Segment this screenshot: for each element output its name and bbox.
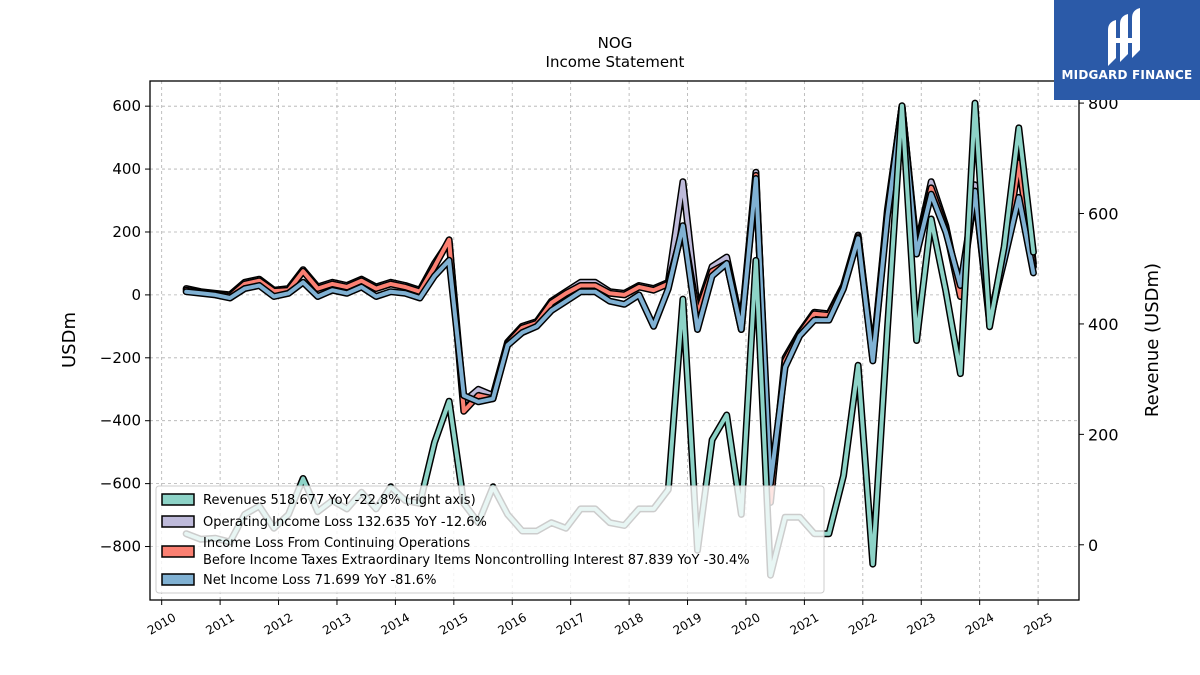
logo-text: MIDGARD FINANCE bbox=[1061, 68, 1193, 82]
left-tick-label: −200 bbox=[100, 349, 141, 367]
legend-label-operating-income: Operating Income Loss 132.635 YoY -12.6% bbox=[203, 515, 487, 530]
right-tick-label: 400 bbox=[1088, 315, 1119, 334]
right-tick-label: 600 bbox=[1088, 205, 1119, 224]
left-tick-label: −600 bbox=[100, 475, 141, 493]
x-axis: 2010 2011 2012 2013 2014 2015 2016 2017 2018 2019… bbox=[145, 600, 1055, 638]
legend-box bbox=[155, 485, 825, 594]
legend-label-income-cont-ops: Income Loss From Continuing Operations B… bbox=[203, 536, 750, 568]
legend-swatch-revenues bbox=[161, 493, 195, 506]
plot-frame bbox=[149, 80, 1080, 601]
chart-subtitle: Income Statement bbox=[546, 53, 685, 71]
midgard-finance-logo: MIDGARD FINANCE bbox=[1054, 0, 1200, 100]
legend-swatch-income-cont-ops bbox=[161, 545, 195, 558]
left-tick-label: 0 bbox=[131, 286, 141, 304]
x-tick-label: 2023 bbox=[905, 610, 938, 637]
x-tick-label: 2014 bbox=[379, 610, 412, 637]
left-tick-label: 600 bbox=[112, 97, 141, 115]
legend: Revenues 518.677 YoY -22.8% (right axis)… bbox=[155, 485, 825, 594]
x-tick-label: 2012 bbox=[262, 610, 295, 637]
right-axis-label: Revenue (USDm) bbox=[1142, 263, 1163, 417]
chart-title: NOG bbox=[598, 34, 633, 52]
x-tick-label: 2011 bbox=[203, 610, 236, 637]
x-tick-label: 2019 bbox=[671, 610, 704, 637]
x-tick-label: 2010 bbox=[145, 610, 178, 637]
right-tick-label: 0 bbox=[1088, 536, 1098, 555]
x-tick-label: 2013 bbox=[320, 610, 353, 637]
x-tick-label: 2017 bbox=[554, 610, 587, 637]
midgard-logo-icon bbox=[1108, 8, 1140, 66]
left-tick-label: −800 bbox=[100, 538, 141, 556]
left-tick-label: 400 bbox=[112, 160, 141, 178]
x-tick-label: 2025 bbox=[1021, 610, 1054, 637]
x-tick-label: 2024 bbox=[963, 610, 996, 637]
x-tick-label: 2015 bbox=[437, 610, 470, 637]
left-axis: −800 −600 −400 −200 0 200 400 600 bbox=[100, 97, 150, 556]
x-tick-label: 2020 bbox=[729, 610, 762, 637]
left-tick-label: −400 bbox=[100, 412, 141, 430]
legend-swatch-net-income bbox=[161, 573, 195, 586]
left-axis-label: USDm bbox=[59, 312, 80, 368]
legend-swatch-operating-income bbox=[161, 515, 195, 528]
legend-label-net-income: Net Income Loss 71.699 YoY -81.6% bbox=[203, 573, 436, 588]
x-tick-label: 2022 bbox=[846, 610, 879, 637]
right-tick-label: 200 bbox=[1088, 425, 1119, 444]
x-tick-label: 2018 bbox=[612, 610, 645, 637]
legend-label-revenues: Revenues 518.677 YoY -22.8% (right axis) bbox=[203, 493, 476, 508]
series-line-net_income bbox=[184, 104, 1036, 486]
left-tick-label: 200 bbox=[112, 223, 141, 241]
x-tick-label: 2021 bbox=[788, 610, 821, 637]
x-tick-label: 2016 bbox=[496, 610, 529, 637]
